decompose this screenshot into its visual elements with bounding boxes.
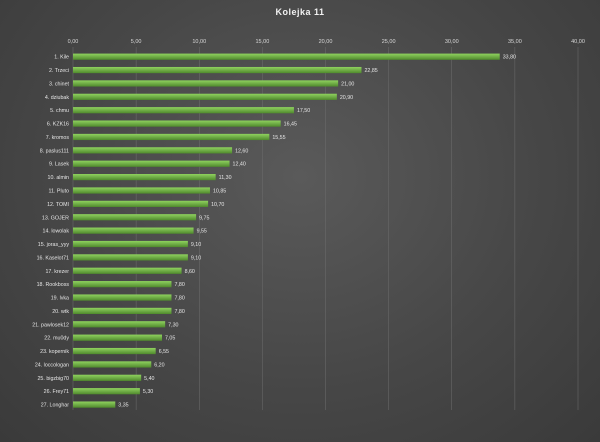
bar [73, 66, 362, 74]
category-label: 6. KZK16 [47, 122, 69, 128]
category-label: 21. pawlosek12 [32, 322, 69, 328]
bar [73, 187, 210, 194]
x-tick-label: 5,00 [131, 39, 142, 45]
bar [73, 281, 172, 288]
x-tick-label: 40,00 [571, 39, 585, 45]
category-label: 11. Pluto [48, 188, 69, 194]
data-label: 5,40 [144, 376, 154, 382]
bar [73, 214, 197, 221]
bar [73, 361, 152, 368]
data-label: 12,60 [235, 148, 248, 154]
data-label: 7,80 [174, 296, 184, 302]
bar [73, 267, 182, 274]
data-label: 9,10 [191, 255, 201, 261]
category-label: 27. Longhar [41, 403, 70, 409]
bar [73, 254, 188, 261]
data-label: 21,00 [341, 81, 354, 87]
data-label: 11,30 [219, 175, 232, 181]
data-label: 7,30 [168, 322, 178, 328]
data-label: 6,55 [159, 349, 169, 355]
category-label: 17. krezer [45, 269, 69, 275]
bar [73, 294, 172, 301]
bar [73, 80, 339, 87]
data-label: 22,85 [364, 68, 377, 74]
category-label: 25. bigzbig70 [37, 376, 69, 382]
data-label: 16,45 [284, 122, 297, 128]
x-tick-label: 35,00 [508, 39, 522, 45]
bar [73, 53, 500, 60]
bar [73, 401, 116, 408]
bar [73, 334, 163, 341]
category-label: 13. GOJER [42, 215, 69, 221]
bar [73, 93, 337, 100]
data-label: 10,85 [213, 188, 226, 194]
data-label: 7,80 [174, 309, 184, 315]
bar [73, 307, 172, 315]
data-label: 9,10 [191, 242, 201, 248]
category-label: 23. kopernik [40, 349, 69, 355]
category-label: 7. kromos [46, 135, 70, 141]
bar [73, 374, 142, 381]
category-label: 5. chmu [50, 108, 69, 114]
bar [73, 347, 156, 355]
x-tick-label: 20,00 [319, 39, 333, 45]
category-label: 20. wtk [52, 309, 69, 315]
category-label: 2. Trzeci [49, 68, 69, 74]
category-label: 14. lowolak [43, 229, 70, 235]
x-axis-ticks: 0,00 5,00 10,00 15,00 20,00 25,00 30,00 35,00 40… [68, 39, 585, 45]
bar [73, 227, 194, 234]
x-tick-label: 15,00 [255, 39, 269, 45]
data-label: 17,50 [297, 108, 310, 114]
category-label: 22. mu0dy [44, 336, 69, 342]
data-label: 6,20 [154, 362, 164, 368]
bar [73, 147, 233, 154]
category-label: 24. loccologan [35, 362, 69, 368]
data-label: 9,55 [197, 229, 207, 235]
category-label: 15. joras_yyy [38, 242, 70, 248]
bar [73, 388, 140, 395]
bar [73, 321, 166, 328]
data-label: 10,70 [211, 202, 224, 208]
bar [73, 107, 294, 114]
bar [73, 133, 270, 141]
category-label: 1. Kile [54, 55, 69, 61]
x-tick-label: 10,00 [192, 39, 206, 45]
category-label: 19. lvka [51, 296, 69, 302]
category-label: 10. almin [48, 175, 70, 181]
bar [73, 120, 281, 127]
category-label: 26. Frey71 [44, 389, 69, 395]
x-tick-label: 30,00 [445, 39, 459, 45]
bar [73, 240, 188, 248]
bar [73, 200, 209, 207]
data-label: 8,60 [185, 269, 195, 275]
x-tick-label: 0,00 [68, 39, 79, 45]
category-label: 18. Rookboss [37, 282, 70, 288]
category-label: 12. TOMI [47, 202, 69, 208]
category-label: 8. paslus111 [40, 148, 69, 154]
category-label: 16. Kaselot71 [37, 255, 69, 261]
chart-title: Kolejka 11 [275, 7, 324, 17]
category-label: 9. Lasek [49, 162, 69, 168]
bar [73, 174, 216, 181]
bar [73, 160, 230, 167]
x-tick-label: 25,00 [382, 39, 396, 45]
data-label: 33,80 [503, 55, 516, 61]
data-label: 5,30 [143, 389, 153, 395]
bars: 1. Kile 33,80 2. Trzeci 22,85 3. chinet 21,00… [32, 53, 516, 409]
category-label: 3. chinet [49, 81, 70, 87]
data-label: 20,90 [340, 95, 353, 101]
data-label: 15,55 [272, 135, 285, 141]
data-label: 9,75 [199, 215, 209, 221]
data-label: 12,40 [233, 162, 246, 168]
category-label: 4. dziubak [45, 95, 69, 101]
data-label: 7,05 [165, 336, 175, 342]
data-label: 7,80 [174, 282, 184, 288]
data-label: 3,35 [118, 403, 128, 409]
